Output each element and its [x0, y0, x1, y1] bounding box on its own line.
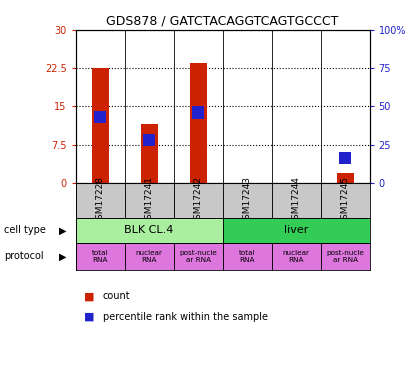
- Text: ■: ■: [84, 291, 94, 301]
- Bar: [336, 172, 354, 183]
- Bar: [143, 134, 155, 146]
- Bar: [141, 124, 158, 183]
- Bar: [223, 243, 272, 270]
- Bar: [272, 183, 320, 218]
- Title: GDS878 / GATCTACAGGTCAGTGCCCT: GDS878 / GATCTACAGGTCAGTGCCCT: [106, 15, 339, 27]
- Text: GSM17242: GSM17242: [194, 176, 202, 225]
- Text: post-nucle
ar RNA: post-nucle ar RNA: [326, 250, 364, 263]
- Bar: [320, 183, 370, 218]
- Text: count: count: [103, 291, 131, 301]
- Bar: [223, 183, 272, 218]
- Text: total
RNA: total RNA: [239, 250, 255, 263]
- Text: nuclear
RNA: nuclear RNA: [136, 250, 163, 263]
- Text: GSM17245: GSM17245: [341, 176, 349, 225]
- Text: protocol: protocol: [4, 251, 44, 261]
- Bar: [76, 183, 125, 218]
- Bar: [320, 243, 370, 270]
- Text: BLK CL.4: BLK CL.4: [124, 225, 174, 236]
- Bar: [173, 243, 223, 270]
- Text: GSM17244: GSM17244: [291, 176, 301, 225]
- Text: ▶: ▶: [59, 251, 66, 261]
- Text: total
RNA: total RNA: [92, 250, 108, 263]
- Text: GSM17228: GSM17228: [96, 176, 105, 225]
- Bar: [223, 218, 370, 243]
- Bar: [272, 243, 320, 270]
- Text: percentile rank within the sample: percentile rank within the sample: [103, 312, 268, 322]
- Text: cell type: cell type: [4, 225, 46, 236]
- Text: nuclear
RNA: nuclear RNA: [283, 250, 310, 263]
- Bar: [173, 183, 223, 218]
- Text: ▶: ▶: [59, 225, 66, 236]
- Bar: [189, 63, 207, 183]
- Bar: [76, 243, 125, 270]
- Text: GSM17241: GSM17241: [144, 176, 154, 225]
- Text: liver: liver: [284, 225, 308, 236]
- Bar: [125, 183, 173, 218]
- Bar: [76, 218, 223, 243]
- Text: post-nucle
ar RNA: post-nucle ar RNA: [179, 250, 217, 263]
- Bar: [192, 106, 204, 118]
- Text: GSM17243: GSM17243: [243, 176, 252, 225]
- Bar: [92, 68, 109, 183]
- Bar: [94, 111, 106, 123]
- Text: ■: ■: [84, 312, 94, 322]
- Bar: [125, 243, 173, 270]
- Bar: [339, 152, 351, 164]
